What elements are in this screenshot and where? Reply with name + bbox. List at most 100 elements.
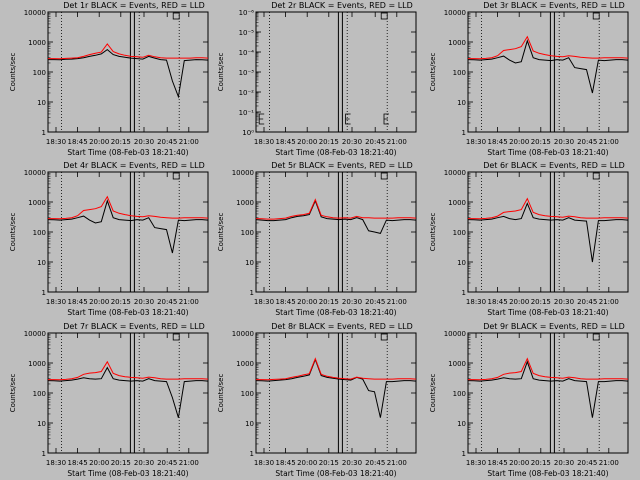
x-tick-label: 20:45 bbox=[365, 298, 385, 306]
series-events-line bbox=[48, 48, 209, 99]
x-axis-label: Start Time (08-Feb-03 18:21:40) bbox=[67, 148, 188, 157]
panel-det-4: Det 4r BLACK = Events, RED = LLD 1 10 100 10… bbox=[9, 161, 209, 317]
y-tick-label: 10000 bbox=[232, 169, 254, 177]
plot-frame bbox=[467, 171, 629, 293]
marker-square bbox=[592, 12, 600, 20]
panel-title: Det 3r BLACK = Events, RED = LLD bbox=[483, 1, 625, 10]
x-tick-label: 18:45 bbox=[276, 459, 296, 467]
x-tick-label: 18:45 bbox=[488, 138, 508, 146]
bracket-right bbox=[383, 113, 389, 125]
y-axis-label: Counts/sec bbox=[217, 213, 225, 252]
y-axis-label: Counts/sec bbox=[429, 213, 437, 252]
marker-square bbox=[592, 172, 600, 180]
series-lld-line bbox=[468, 35, 629, 60]
y-tick-label: 100 bbox=[33, 69, 46, 77]
x-tick-label: 21:00 bbox=[387, 138, 407, 146]
x-tick-label: 20:45 bbox=[157, 298, 177, 306]
x-tick-label: 18:30 bbox=[46, 459, 66, 467]
x-tick-label: 20:45 bbox=[157, 459, 177, 467]
y-tick-label: 10 bbox=[245, 259, 254, 267]
x-tick-label: 21:00 bbox=[179, 298, 199, 306]
x-tick-label: 20:15 bbox=[111, 298, 131, 306]
y-tick-label: 10000 bbox=[232, 330, 254, 338]
y-tick-label: 1 bbox=[42, 450, 46, 458]
y-tick-label: 1 bbox=[250, 289, 254, 297]
y-tick-label: 100 bbox=[33, 229, 46, 237]
x-tick-label: 21:00 bbox=[599, 459, 619, 467]
x-axis-label: Start Time (08-Feb-03 18:21:40) bbox=[487, 308, 608, 317]
x-axis-label: Start Time (08-Feb-03 18:21:40) bbox=[275, 308, 396, 317]
x-tick-label: 20:45 bbox=[577, 459, 597, 467]
x-tick-label: 20:15 bbox=[319, 138, 339, 146]
x-tick-label: 20:00 bbox=[509, 138, 529, 146]
marker-square bbox=[172, 333, 180, 341]
y-axis-label: Counts/sec bbox=[9, 53, 17, 92]
marker-square bbox=[172, 172, 180, 180]
y-tick-label: 1 bbox=[42, 129, 46, 137]
panel-title: Det 9r BLACK = Events, RED = LLD bbox=[483, 322, 625, 331]
marker-square bbox=[380, 333, 388, 341]
x-tick-label: 21:00 bbox=[387, 298, 407, 306]
y-tick-label: 10⁻³ bbox=[239, 69, 255, 77]
y-tick-label: 1 bbox=[42, 289, 46, 297]
series-lld-line bbox=[48, 43, 209, 60]
x-tick-label: 18:45 bbox=[488, 298, 508, 306]
x-tick-label: 20:15 bbox=[319, 459, 339, 467]
y-tick-label: 10⁰ bbox=[242, 129, 254, 137]
y-axis-label: Counts/sec bbox=[9, 213, 17, 252]
x-tick-label: 20:30 bbox=[134, 298, 154, 306]
y-tick-label: 1000 bbox=[448, 360, 466, 368]
y-tick-label: 1000 bbox=[448, 199, 466, 207]
x-tick-label: 18:30 bbox=[46, 298, 66, 306]
y-tick-label: 10⁻⁶ bbox=[239, 9, 255, 17]
panel-det-2: Det 2r BLACK = Events, RED = LLD 10⁰ 10⁻¹ 1… bbox=[217, 1, 417, 157]
x-tick-label: 20:15 bbox=[111, 459, 131, 467]
x-tick-label: 18:45 bbox=[488, 459, 508, 467]
x-axis-label: Start Time (08-Feb-03 18:21:40) bbox=[67, 308, 188, 317]
series-events-line bbox=[467, 202, 629, 263]
x-tick-label: 20:15 bbox=[111, 138, 131, 146]
y-tick-label: 10 bbox=[457, 259, 466, 267]
y-tick-label: 10⁻¹ bbox=[239, 109, 255, 117]
y-tick-label: 100 bbox=[241, 229, 254, 237]
x-tick-label: 20:00 bbox=[297, 138, 317, 146]
x-tick-label: 20:45 bbox=[365, 459, 385, 467]
x-tick-label: 21:00 bbox=[599, 298, 619, 306]
y-tick-label: 1 bbox=[250, 450, 254, 458]
y-tick-label: 10⁻⁴ bbox=[239, 49, 255, 57]
x-tick-label: 18:45 bbox=[68, 298, 88, 306]
y-tick-label: 1000 bbox=[236, 199, 254, 207]
panel-title: Det 1r BLACK = Events, RED = LLD bbox=[63, 1, 205, 10]
panel-det-8: Det 8r BLACK = Events, RED = LLD 1 10 100 10… bbox=[217, 322, 417, 478]
marker-square bbox=[380, 172, 388, 180]
panel-title: Det 2r BLACK = Events, RED = LLD bbox=[271, 1, 413, 10]
series-events-line bbox=[47, 366, 209, 418]
panel-det-5: Det 5r BLACK = Events, RED = LLD 1 10 100 10… bbox=[217, 161, 417, 317]
x-tick-label: 18:30 bbox=[466, 298, 486, 306]
x-tick-label: 20:45 bbox=[577, 298, 597, 306]
x-tick-label: 18:45 bbox=[276, 138, 296, 146]
y-tick-label: 10000 bbox=[444, 330, 466, 338]
series-lld-line bbox=[468, 357, 629, 381]
x-tick-label: 20:00 bbox=[89, 459, 109, 467]
x-tick-label: 20:30 bbox=[134, 138, 154, 146]
x-tick-label: 20:15 bbox=[531, 459, 551, 467]
y-tick-label: 1 bbox=[462, 450, 466, 458]
plot-frame bbox=[255, 332, 417, 454]
y-tick-label: 10 bbox=[457, 420, 466, 428]
x-tick-label: 20:30 bbox=[342, 459, 362, 467]
x-tick-label: 18:45 bbox=[276, 298, 296, 306]
bracket-mid bbox=[345, 113, 351, 125]
panel-det-1: Det 1r BLACK = Events, RED = LLD 1 10 100 10… bbox=[9, 1, 209, 157]
x-tick-label: 20:30 bbox=[554, 138, 574, 146]
x-tick-label: 20:30 bbox=[134, 459, 154, 467]
x-tick-label: 20:15 bbox=[531, 298, 551, 306]
series-lld-line bbox=[48, 195, 209, 220]
y-axis-label: Counts/sec bbox=[217, 53, 225, 92]
panel-det-3: Det 3r BLACK = Events, RED = LLD 1 10 100 10… bbox=[429, 1, 629, 157]
marker-square bbox=[172, 12, 180, 20]
x-axis-label: Start Time (08-Feb-03 18:21:40) bbox=[487, 469, 608, 478]
x-tick-label: 20:00 bbox=[509, 298, 529, 306]
x-tick-label: 18:30 bbox=[466, 138, 486, 146]
